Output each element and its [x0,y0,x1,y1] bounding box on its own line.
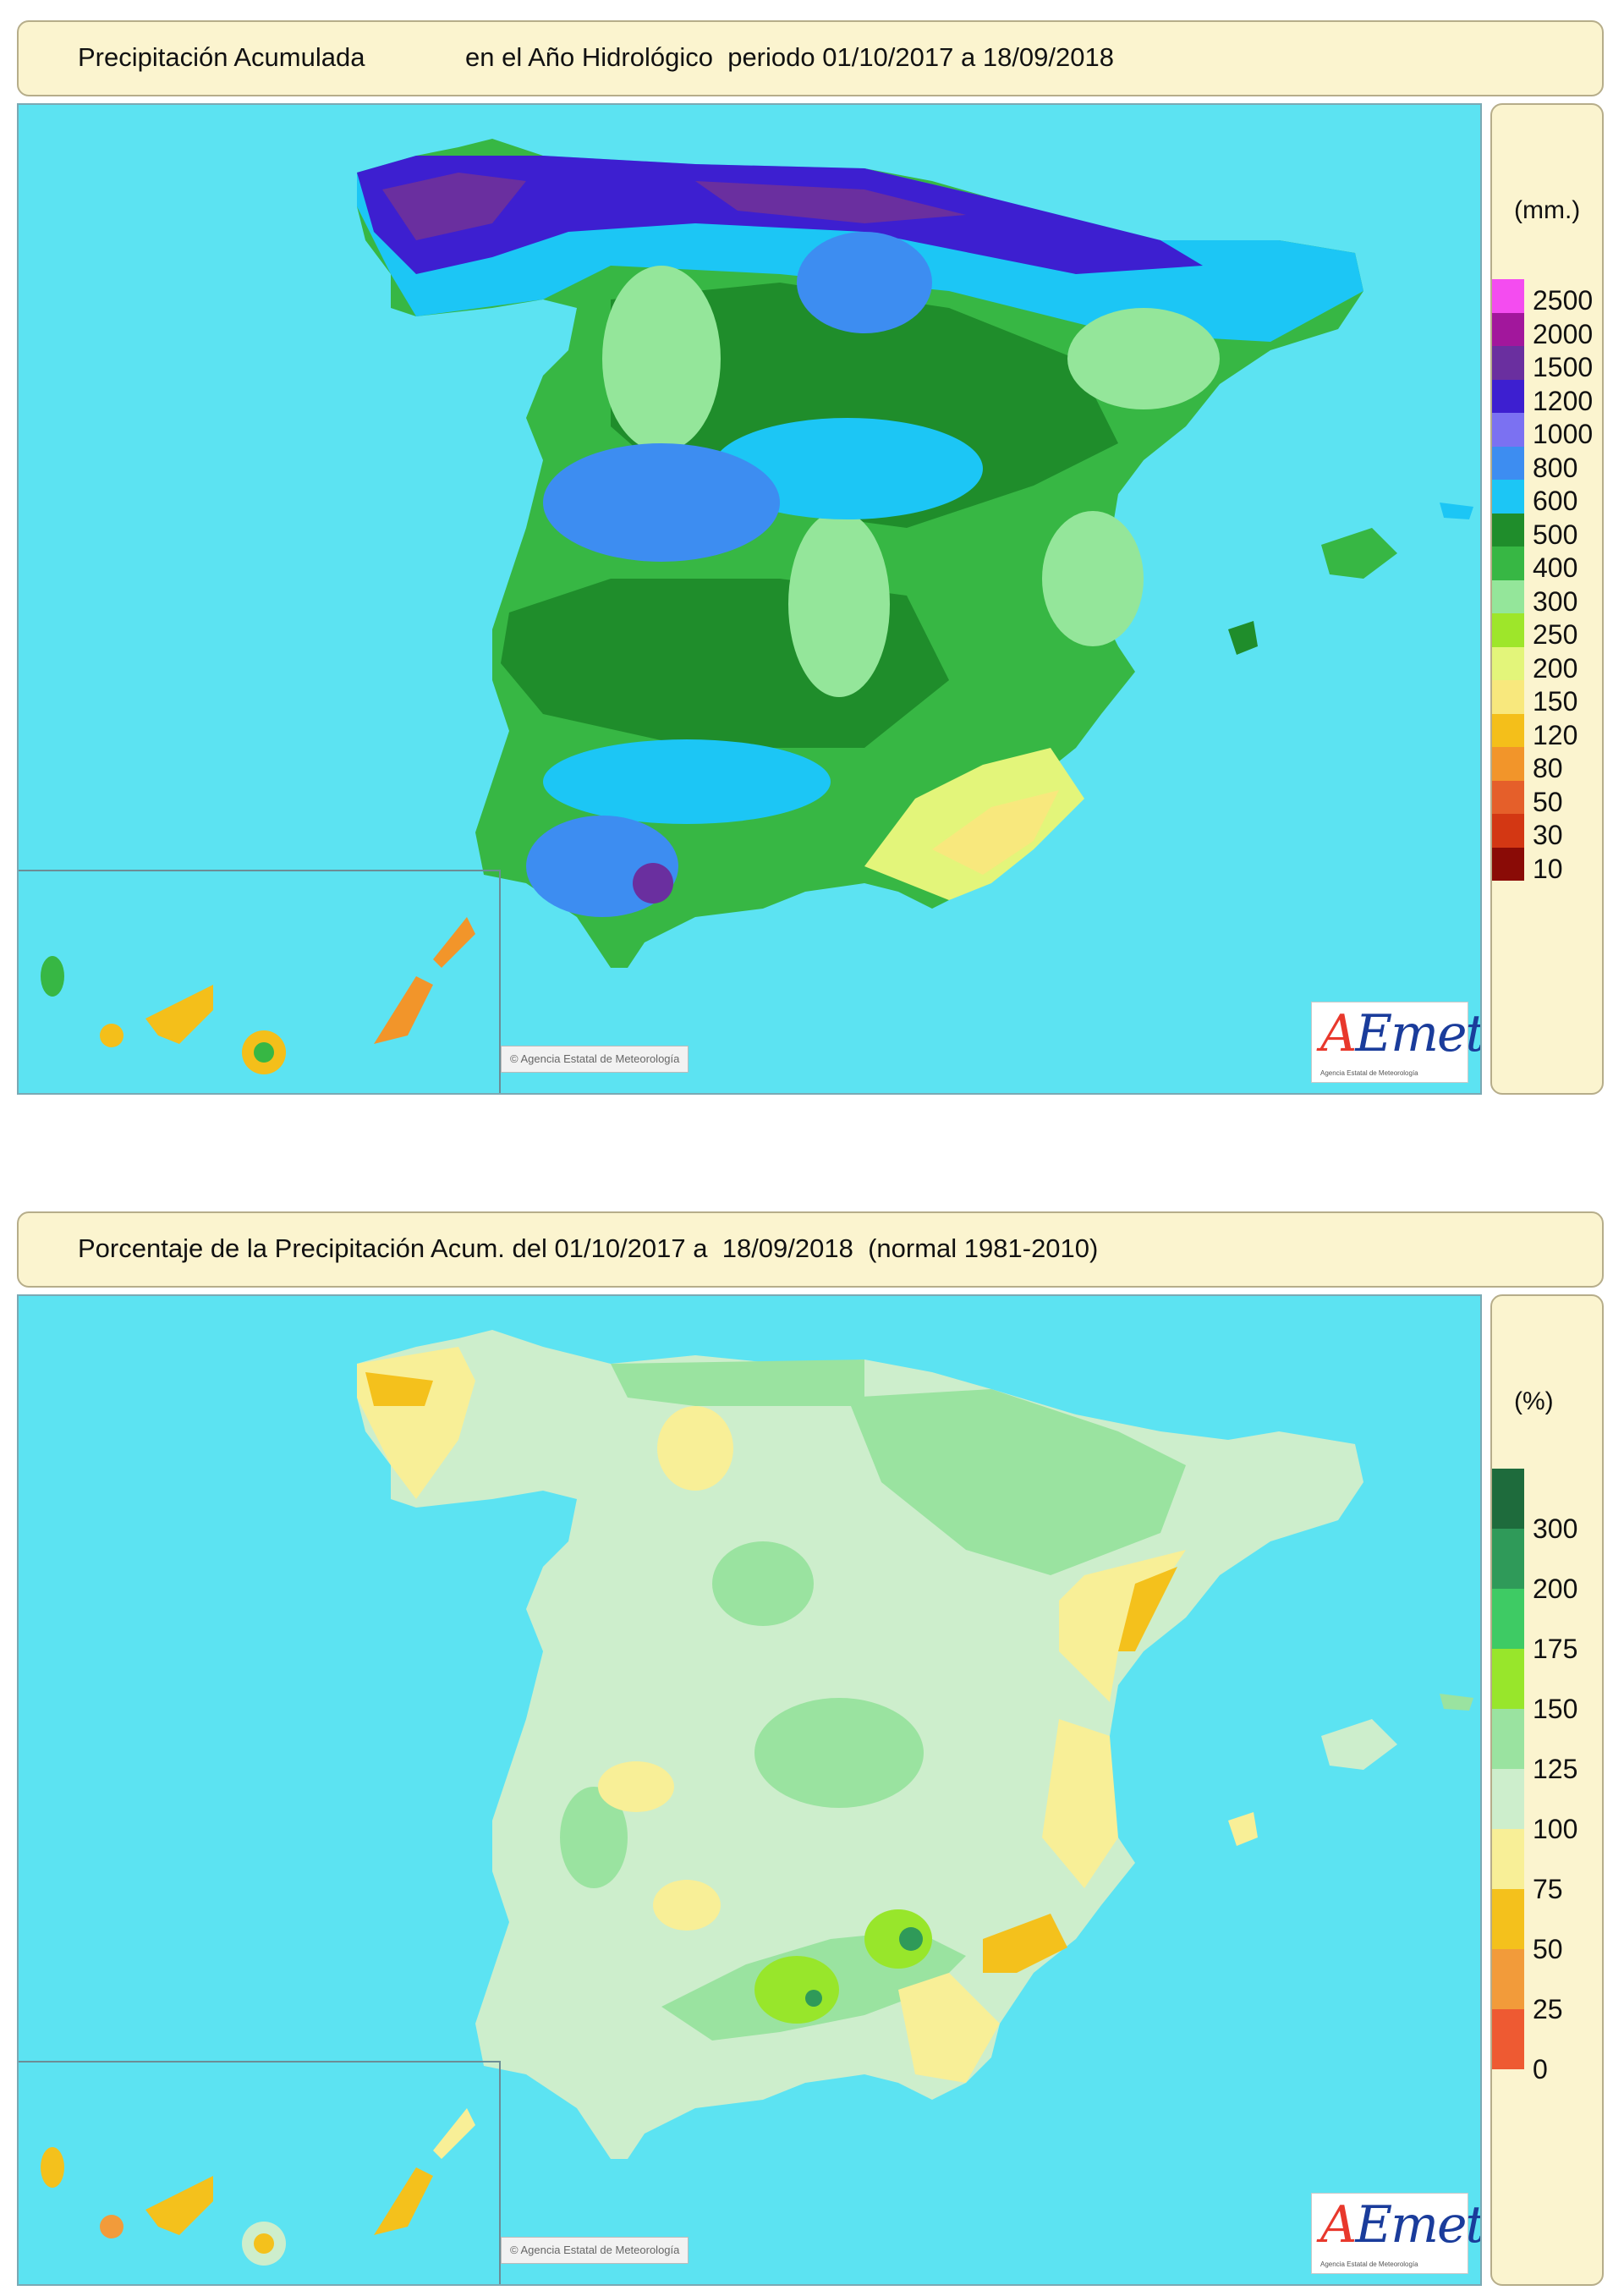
mallorca [1321,1719,1397,1770]
legend-swatch [1492,1589,1524,1649]
legend-swatch [1492,547,1524,580]
legend-swatch [1492,680,1524,714]
title-bar: Porcentaje de la Precipitación Acum. del… [17,1211,1604,1288]
legend-swatch [1492,847,1524,881]
ibiza [1228,621,1258,655]
legend-swatch [1492,1769,1524,1829]
legend-swatch [1492,379,1524,413]
legend-swatch [1492,446,1524,480]
legend-swatch [1492,780,1524,814]
legend-label: 75 [1533,1874,1563,1904]
legend-label: 0 [1533,2054,1548,2085]
legend-label: 150 [1533,686,1578,717]
percentage-map: © Agencia Estatal de Meteorología AEmet … [17,1294,1482,2286]
map-canvas [41,139,1473,1074]
legend-label: 600 [1533,486,1578,516]
legend-swatch [1492,312,1524,346]
menorca [1440,503,1473,519]
legend-swatch [1492,346,1524,380]
legend-swatch [1492,1709,1524,1769]
legend-label: 400 [1533,552,1578,583]
logo-wordmark: AEmet [1320,2195,1482,2255]
legend-label: 200 [1533,652,1578,684]
logo-subtitle: Agencia Estatal de Meteorología [1320,1069,1418,1077]
title-left: Precipitación Acumulada [78,42,365,72]
legend-swatch [1492,1529,1524,1589]
legend-unit: (%) [1514,1387,1554,1415]
aemet-logo: AEmet Agencia Estatal de Meteorología [1311,1002,1480,1083]
legend-swatch [1492,814,1524,848]
aemet-logo: AEmet Agencia Estatal de Meteorología [1311,2193,1480,2274]
legend-label: 30 [1533,820,1563,850]
legend-swatch [1492,747,1524,781]
legend-swatch [1492,646,1524,680]
legend-label: 2000 [1533,318,1594,349]
legend-label: 2500 [1533,285,1594,316]
legend-swatch [1492,1649,1524,1709]
legend-swatch [1492,279,1524,313]
copyright-note: © Agencia Estatal de Meteorología [501,1046,689,1073]
legend-swatch [1492,1889,1524,1949]
legend-swatch [1492,1469,1524,1529]
menorca [1440,1694,1473,1711]
legend-label: 50 [1533,786,1563,817]
canary-inset [19,2061,501,2284]
legend-label: 250 [1533,619,1578,650]
ibiza [1228,1812,1258,1846]
map-canvas [41,1330,1473,2266]
legend-label: 175 [1533,1634,1578,1664]
legend-label: 150 [1533,1694,1578,1724]
legend-swatch [1492,1829,1524,1889]
legend-unit: (mm.) [1514,196,1581,224]
legend-label: 125 [1533,1754,1578,1784]
copyright-note: © Agencia Estatal de Meteorología [501,2237,689,2264]
legend-swatch [1492,713,1524,747]
legend-label: 200 [1533,1574,1578,1604]
legend-label: 25 [1533,1994,1563,2024]
legend-swatch [1492,613,1524,647]
legend-label: 500 [1533,519,1578,550]
legend-swatch [1492,513,1524,547]
logo-subtitle: Agencia Estatal de Meteorología [1320,2260,1418,2268]
mallorca [1321,528,1397,579]
legend-label: 1200 [1533,385,1594,416]
legend-label: 10 [1533,853,1563,884]
legend-swatch [1492,480,1524,514]
legend-label: 120 [1533,719,1578,750]
percentage-legend: (%) 300 200 175 150 125 100 75 50 25 0 [1490,1294,1604,2286]
legend-label: 800 [1533,452,1578,483]
legend-label: 300 [1533,1513,1578,1544]
title-right: en el Año Hidrológico periodo 01/10/2017… [465,42,1114,72]
legend-swatch [1492,1949,1524,2009]
legend-label: 1500 [1533,352,1594,382]
canary-inset [19,870,501,1093]
legend-scale: 2500 2000 1500 1200 1000 800 600 500 400 300 250 20… [1492,279,1605,884]
legend-label: 80 [1533,753,1563,783]
legend-swatch [1492,2009,1524,2069]
legend-swatch [1492,579,1524,613]
legend-swatch [1492,413,1524,447]
precipitation-legend: (mm.) 2500 2000 1500 1200 1000 800 600 500 400 30… [1490,103,1604,1095]
legend-scale: 300 200 175 150 125 100 75 50 25 0 [1492,1469,1605,2085]
legend-label: 100 [1533,1814,1578,1844]
legend-label: 50 [1533,1934,1563,1964]
title-left: Porcentaje de la Precipitación Acum. del… [78,1233,1099,1263]
legend-label: 1000 [1533,419,1594,449]
precipitation-map: © Agencia Estatal de Meteorología AEmet … [17,103,1482,1095]
legend-label: 300 [1533,585,1578,617]
logo-wordmark: AEmet [1320,1004,1482,1063]
title-bar: Precipitación Acumulada en el Año Hidrol… [17,20,1604,96]
